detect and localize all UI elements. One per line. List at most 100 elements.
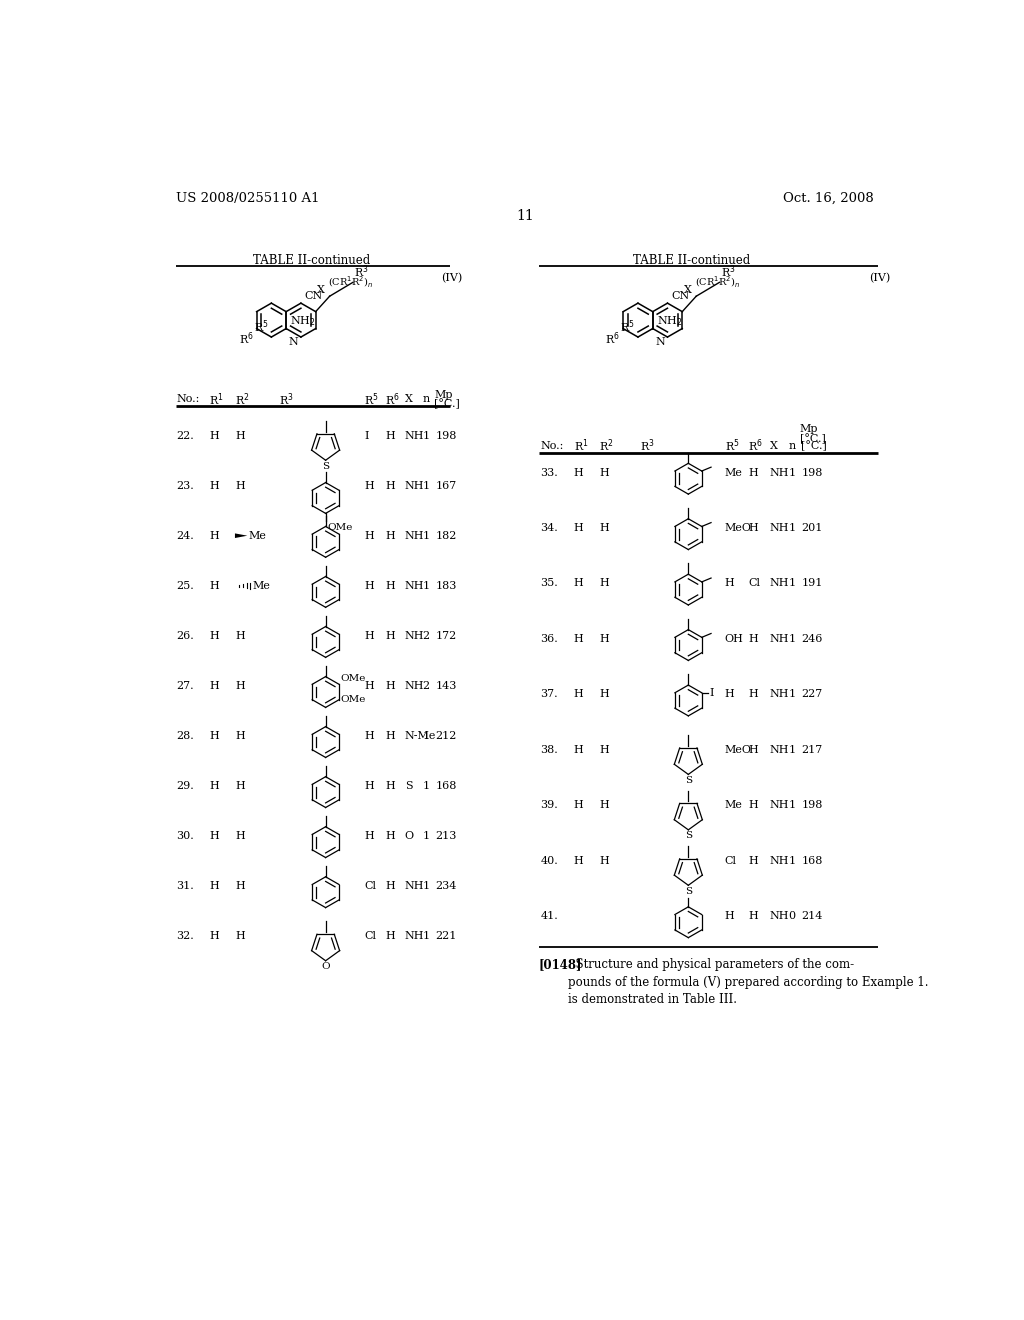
Text: 172: 172 [435, 631, 457, 640]
Text: O: O [322, 962, 330, 972]
Text: NH: NH [404, 880, 424, 891]
Text: 214: 214 [802, 911, 823, 921]
Text: R$^2$: R$^2$ [599, 437, 613, 454]
Text: 1: 1 [788, 855, 796, 866]
Text: R$^6$: R$^6$ [605, 331, 621, 347]
Text: NH: NH [770, 911, 790, 921]
Text: 1: 1 [788, 523, 796, 533]
Text: H: H [209, 931, 219, 941]
Text: H: H [748, 523, 758, 533]
Text: I: I [365, 430, 369, 441]
Text: 1: 1 [423, 931, 430, 941]
Text: 1: 1 [423, 531, 430, 541]
Text: H: H [365, 531, 374, 541]
Text: H: H [234, 880, 245, 891]
Text: MeO: MeO [725, 744, 752, 755]
Text: n: n [788, 441, 796, 450]
Text: (CR$^1$R$^2$)$_n$: (CR$^1$R$^2$)$_n$ [694, 275, 739, 290]
Polygon shape [234, 533, 248, 539]
Text: 167: 167 [435, 480, 457, 491]
Text: H: H [365, 832, 374, 841]
Text: H: H [725, 689, 734, 700]
Text: Me: Me [252, 581, 270, 591]
Text: 227: 227 [802, 689, 822, 700]
Text: NH: NH [770, 800, 790, 810]
Text: H: H [748, 800, 758, 810]
Text: Mp: Mp [800, 425, 818, 434]
Text: 39.: 39. [541, 800, 558, 810]
Text: 221: 221 [435, 931, 457, 941]
Text: US 2008/0255110 A1: US 2008/0255110 A1 [176, 191, 319, 205]
Text: H: H [234, 731, 245, 741]
Text: R$^6$: R$^6$ [748, 437, 763, 454]
Text: (IV): (IV) [441, 273, 463, 282]
Text: 213: 213 [435, 832, 457, 841]
Text: 33.: 33. [541, 467, 558, 478]
Text: 1: 1 [788, 634, 796, 644]
Text: H: H [599, 634, 609, 644]
Text: H: H [573, 523, 584, 533]
Text: NH: NH [404, 480, 424, 491]
Text: 143: 143 [435, 681, 457, 690]
Text: H: H [573, 689, 584, 700]
Text: 1: 1 [423, 880, 430, 891]
Text: H: H [234, 781, 245, 791]
Text: H: H [209, 781, 219, 791]
Text: 41.: 41. [541, 911, 558, 921]
Text: 34.: 34. [541, 523, 558, 533]
Text: NH: NH [404, 631, 424, 640]
Text: H: H [385, 832, 395, 841]
Text: 11: 11 [516, 209, 534, 223]
Text: H: H [385, 781, 395, 791]
Text: H: H [725, 911, 734, 921]
Text: H: H [599, 467, 609, 478]
Text: 27.: 27. [176, 681, 194, 690]
Text: 40.: 40. [541, 855, 558, 866]
Text: OMe: OMe [328, 524, 352, 532]
Text: H: H [573, 744, 584, 755]
Text: H: H [234, 931, 245, 941]
Text: N: N [655, 338, 665, 347]
Text: 25.: 25. [176, 581, 194, 591]
Text: S: S [323, 462, 329, 471]
Text: R$^5$: R$^5$ [254, 318, 268, 335]
Text: H: H [385, 631, 395, 640]
Text: NH: NH [404, 430, 424, 441]
Text: R$^3$: R$^3$ [721, 264, 735, 280]
Text: H: H [573, 855, 584, 866]
Text: 198: 198 [435, 430, 457, 441]
Text: Structure and physical parameters of the com-
pounds of the formula (V) prepared: Structure and physical parameters of the… [568, 958, 929, 1006]
Text: 24.: 24. [176, 531, 194, 541]
Text: 1: 1 [423, 480, 430, 491]
Text: H: H [385, 681, 395, 690]
Text: 1: 1 [788, 467, 796, 478]
Text: X: X [404, 395, 413, 404]
Text: R$^1$: R$^1$ [573, 437, 589, 454]
Text: Me: Me [725, 800, 742, 810]
Text: S: S [404, 781, 413, 791]
Text: H: H [748, 689, 758, 700]
Text: S: S [685, 776, 692, 785]
Text: H: H [599, 855, 609, 866]
Text: H: H [573, 800, 584, 810]
Text: NH: NH [404, 531, 424, 541]
Text: No.:: No.: [541, 441, 563, 450]
Text: H: H [748, 744, 758, 755]
Text: 212: 212 [435, 731, 457, 741]
Text: OMe: OMe [341, 696, 366, 704]
Text: I: I [710, 688, 714, 698]
Text: H: H [599, 689, 609, 700]
Text: O: O [404, 832, 414, 841]
Text: 191: 191 [802, 578, 823, 589]
Text: R$^6$: R$^6$ [239, 331, 254, 347]
Text: Cl: Cl [725, 855, 736, 866]
Text: 1: 1 [423, 731, 430, 741]
Text: Me: Me [249, 531, 267, 541]
Text: H: H [209, 581, 219, 591]
Text: 1: 1 [423, 581, 430, 591]
Text: No.:: No.: [176, 395, 200, 404]
Text: H: H [385, 430, 395, 441]
Text: 183: 183 [435, 581, 457, 591]
Text: 35.: 35. [541, 578, 558, 589]
Text: 36.: 36. [541, 634, 558, 644]
